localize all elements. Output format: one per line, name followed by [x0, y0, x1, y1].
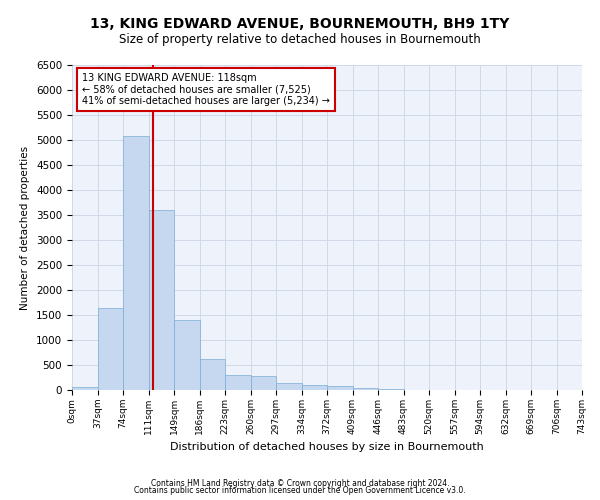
Bar [251, 376, 276, 390]
X-axis label: Distribution of detached houses by size in Bournemouth: Distribution of detached houses by size … [170, 442, 484, 452]
Text: Contains public sector information licensed under the Open Government Licence v3: Contains public sector information licen… [134, 486, 466, 495]
Bar [302, 384, 327, 390]
Text: Size of property relative to detached houses in Bournemouth: Size of property relative to detached ho… [119, 32, 481, 46]
Bar [327, 386, 353, 390]
Bar [123, 136, 149, 390]
Y-axis label: Number of detached properties: Number of detached properties [20, 146, 31, 310]
Bar [225, 375, 251, 390]
Bar [97, 308, 123, 390]
Text: 13, KING EDWARD AVENUE, BOURNEMOUTH, BH9 1TY: 13, KING EDWARD AVENUE, BOURNEMOUTH, BH9… [91, 18, 509, 32]
Bar [353, 388, 378, 390]
Bar [72, 386, 97, 390]
Bar [149, 210, 174, 390]
Bar [174, 320, 199, 390]
Bar [199, 359, 225, 390]
Text: Contains HM Land Registry data © Crown copyright and database right 2024.: Contains HM Land Registry data © Crown c… [151, 478, 449, 488]
Bar [276, 383, 302, 390]
Text: 13 KING EDWARD AVENUE: 118sqm
← 58% of detached houses are smaller (7,525)
41% o: 13 KING EDWARD AVENUE: 118sqm ← 58% of d… [82, 73, 330, 106]
Bar [378, 389, 404, 390]
